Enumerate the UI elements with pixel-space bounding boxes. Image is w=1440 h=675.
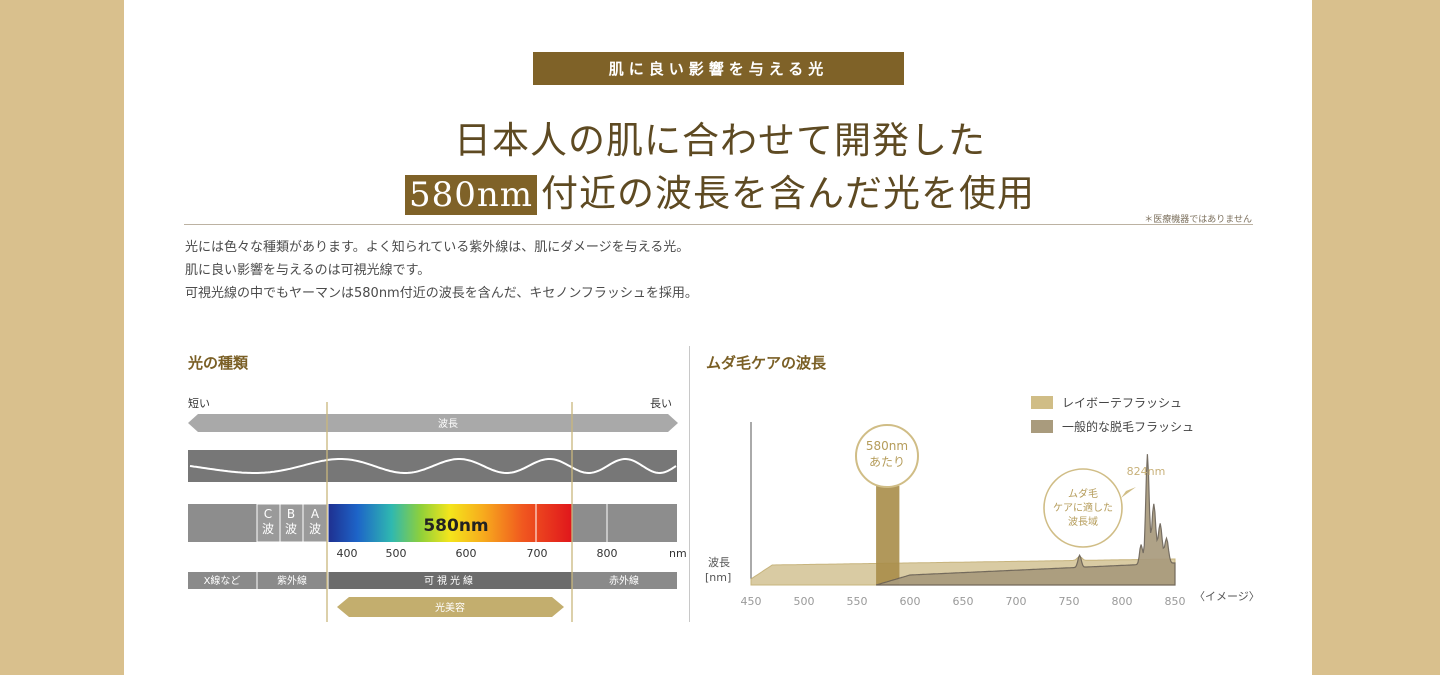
callout-care-line2: ケアに適した [1053, 501, 1113, 514]
headline-line-1: 日本人の肌に合わせて開発した [454, 119, 986, 162]
title-rule [184, 224, 1253, 225]
callout-580-line1: 580nm [866, 439, 908, 453]
uv-char-a_wave: 波 [309, 522, 321, 536]
legend-raybeaute: レイボーテフラッシュ [1062, 396, 1182, 410]
uv-waves [256, 503, 329, 543]
y-label-2: [nm] [705, 571, 731, 584]
callout-care-circle [1043, 468, 1123, 548]
chart-x-tick: 850 [1165, 595, 1186, 608]
spectrum-tick: 800 [597, 547, 618, 560]
callout-care-pointer [1121, 487, 1136, 498]
wavelength-arrow [188, 414, 678, 432]
headline-line-2-text: 付近の波長を含んだ光を使用 [541, 172, 1036, 215]
nm-unit: nm [669, 547, 687, 560]
chart-x-tick: 600 [900, 595, 921, 608]
category-visible: 可視光線 [424, 574, 476, 587]
wave-line [189, 458, 677, 475]
callout-care-line3: 波長域 [1068, 515, 1098, 528]
short-label: 短い [188, 396, 210, 410]
peak-label-824: 824nm [1127, 465, 1166, 478]
section-badge: 肌に良い影響を与える光 [533, 52, 904, 85]
uv-char-c_wave: 波 [262, 522, 274, 536]
headline-highlight: 580nm [404, 175, 538, 215]
spectrum-tick: 600 [456, 547, 477, 560]
chart-x-tick: 550 [847, 595, 868, 608]
visible-category [328, 572, 572, 589]
wavelength-chart-title: ムダ毛ケアの波長 [706, 354, 827, 372]
callout-580-circle [855, 424, 919, 488]
panel-divider [689, 346, 690, 622]
long-label: 長い [650, 397, 672, 410]
intro-line-2: 肌に良い影響を与えるのは可視光線です。 [185, 263, 431, 278]
chart-x-tick: 450 [741, 595, 762, 608]
headline-line-2: 580nm 付近の波長を含んだ光を使用 [0, 163, 1440, 217]
callout-care-line1: ムダ毛 [1068, 487, 1098, 500]
intro-line-1: 光には色々な種類があります。よく知られている紫外線は、肌にダメージを与える光。 [185, 240, 690, 255]
a-wave-cell [302, 503, 329, 543]
chart-x-tick: 700 [1006, 595, 1027, 608]
beauty-light-label: 光美容 [435, 601, 465, 614]
y-label-1: 波長 [708, 556, 730, 569]
spectrum-tick: 700 [527, 547, 548, 560]
light-types-title: 光の種類 [188, 354, 249, 372]
chart-x-tick: 800 [1112, 595, 1133, 608]
visible-spectrum [328, 504, 572, 542]
spectrum-580-label: 580nm [423, 516, 488, 536]
wavelength-label: 波長 [438, 417, 458, 430]
category-ir: 赤外線 [609, 574, 639, 587]
callout-580-line2: あたり [869, 455, 905, 469]
chart-x-tick: 650 [953, 595, 974, 608]
chart-x-tick: 500 [794, 595, 815, 608]
beauty-light-arrow [337, 597, 564, 617]
disclaimer-note: ＊医療機器ではありません [1144, 215, 1252, 225]
image-note: 〈イメージ〉 [1194, 590, 1260, 603]
chart-x-tick: 750 [1059, 595, 1080, 608]
legend-general: 一般的な脱毛フラッシュ [1062, 419, 1194, 434]
category-xray: X線など [204, 574, 241, 587]
spectrum-tick: 500 [386, 547, 407, 560]
intro-text: 光には色々な種類があります。よく知られている紫外線は、肌にダメージを与える光。 … [185, 236, 698, 305]
spectrum-tick: 400 [337, 547, 358, 560]
intro-line-3: 可視光線の中でもヤーマンは580nm付近の波長を含んだ、キセノンフラッシュを採用… [185, 286, 698, 301]
uv-char-a_wave: A [311, 507, 320, 521]
uv-char-b_wave: B [287, 507, 295, 521]
uv-char-c_wave: C [264, 507, 272, 521]
legend-swatch-general [1031, 420, 1053, 433]
band-580 [876, 486, 900, 585]
general-spectrum [875, 454, 1176, 586]
flash-wavelength-chart: レイボーテフラッシュ 一般的な脱毛フラッシュ 580nm あたり 824nm ム… [705, 396, 1260, 608]
legend-swatch-raybeaute [1031, 396, 1053, 409]
category-uv: 紫外線 [277, 574, 307, 587]
uv-char-b_wave: 波 [285, 522, 297, 536]
